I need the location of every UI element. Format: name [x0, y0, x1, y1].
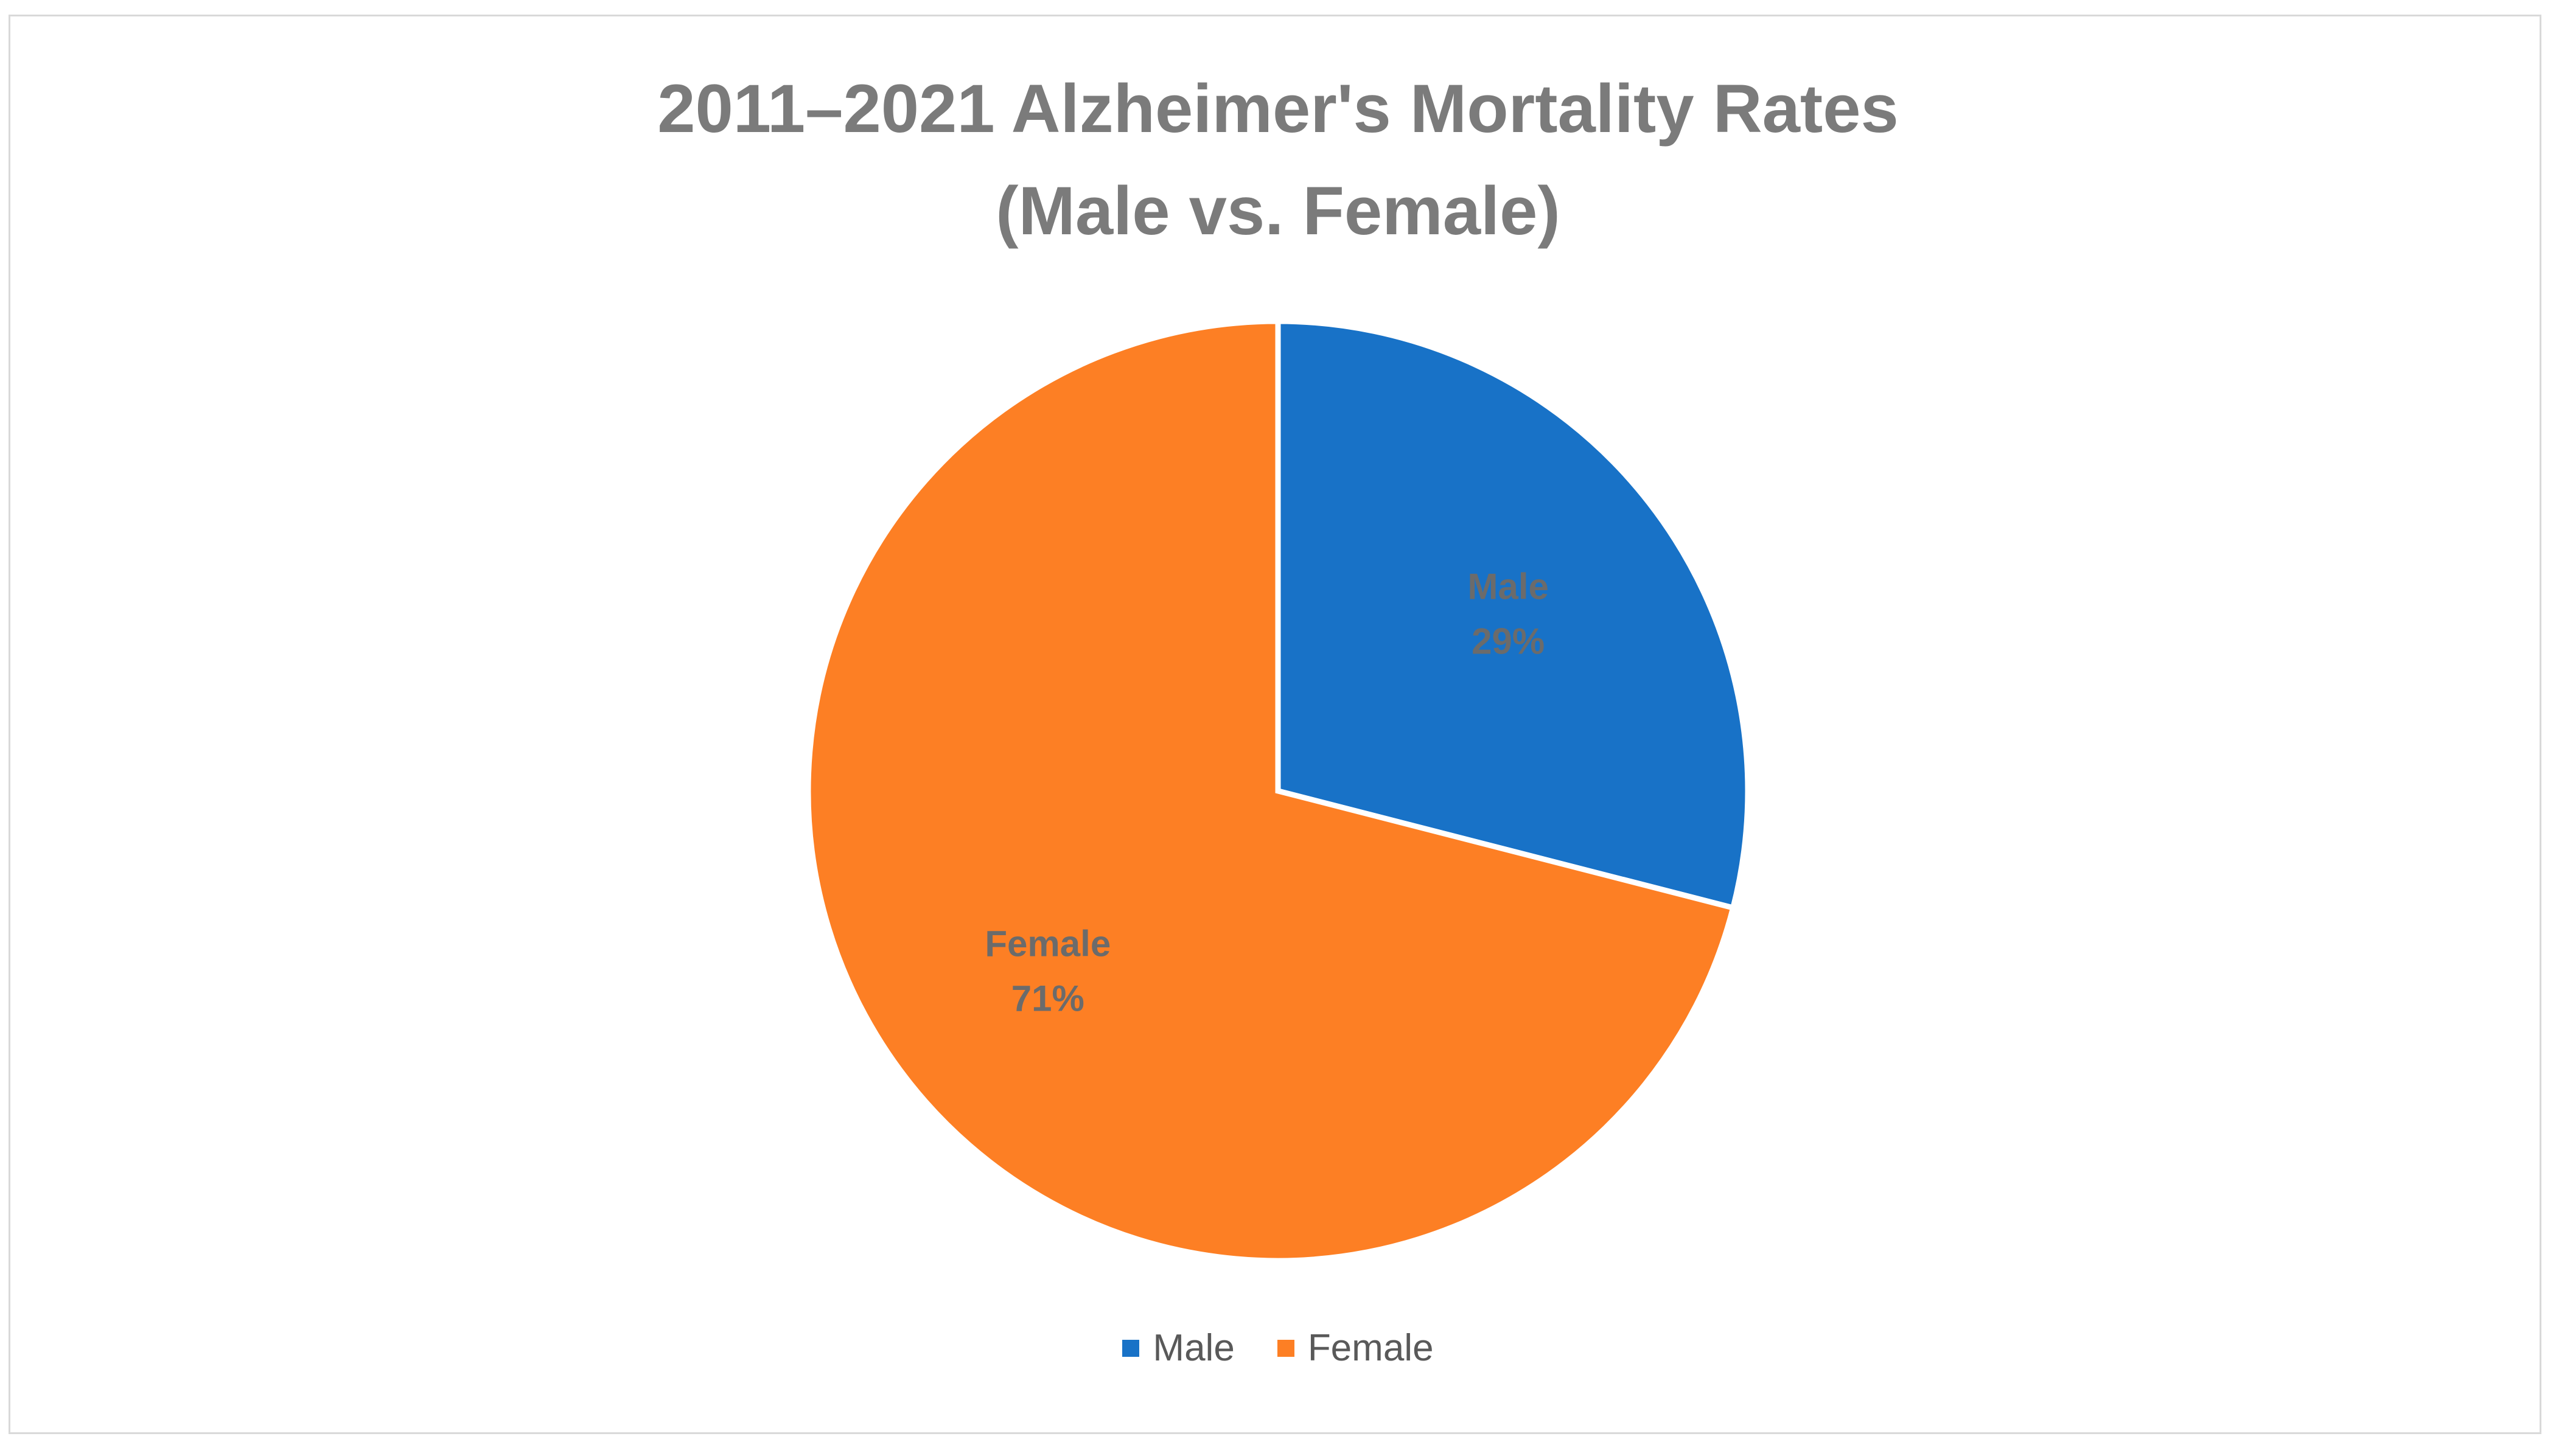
- slice-label-value-male: 29%: [1472, 621, 1545, 662]
- legend-swatch-male: [1122, 1339, 1140, 1357]
- chart-title: 2011–2021 Alzheimer's Mortality Rates (M…: [0, 58, 2556, 262]
- pie-slices: [805, 318, 1751, 1264]
- legend-label-female: Female: [1307, 1327, 1434, 1369]
- slice-label-value-female: 71%: [1011, 978, 1084, 1019]
- legend-item-male[interactable]: Male: [1122, 1326, 1235, 1370]
- chart-title-line-1: 2011–2021 Alzheimer's Mortality Rates: [657, 71, 1899, 147]
- legend-label-male: Male: [1153, 1327, 1235, 1369]
- slice-label-female: Female 71%: [985, 923, 1111, 1019]
- pie-slice-labels: Male 29% Female 71%: [985, 566, 1548, 1019]
- legend: Male Female: [0, 1326, 2556, 1370]
- pie-slice-male[interactable]: [1275, 318, 1751, 911]
- pie-slice-female[interactable]: [805, 318, 1737, 1264]
- legend-swatch-female: [1277, 1339, 1294, 1357]
- chart-title-line-2: (Male vs. Female): [996, 173, 1560, 249]
- slice-label-male: Male 29%: [1468, 566, 1549, 662]
- slice-label-name-male: Male: [1468, 566, 1549, 607]
- slice-label-name-female: Female: [985, 923, 1111, 964]
- legend-item-female[interactable]: Female: [1277, 1326, 1434, 1370]
